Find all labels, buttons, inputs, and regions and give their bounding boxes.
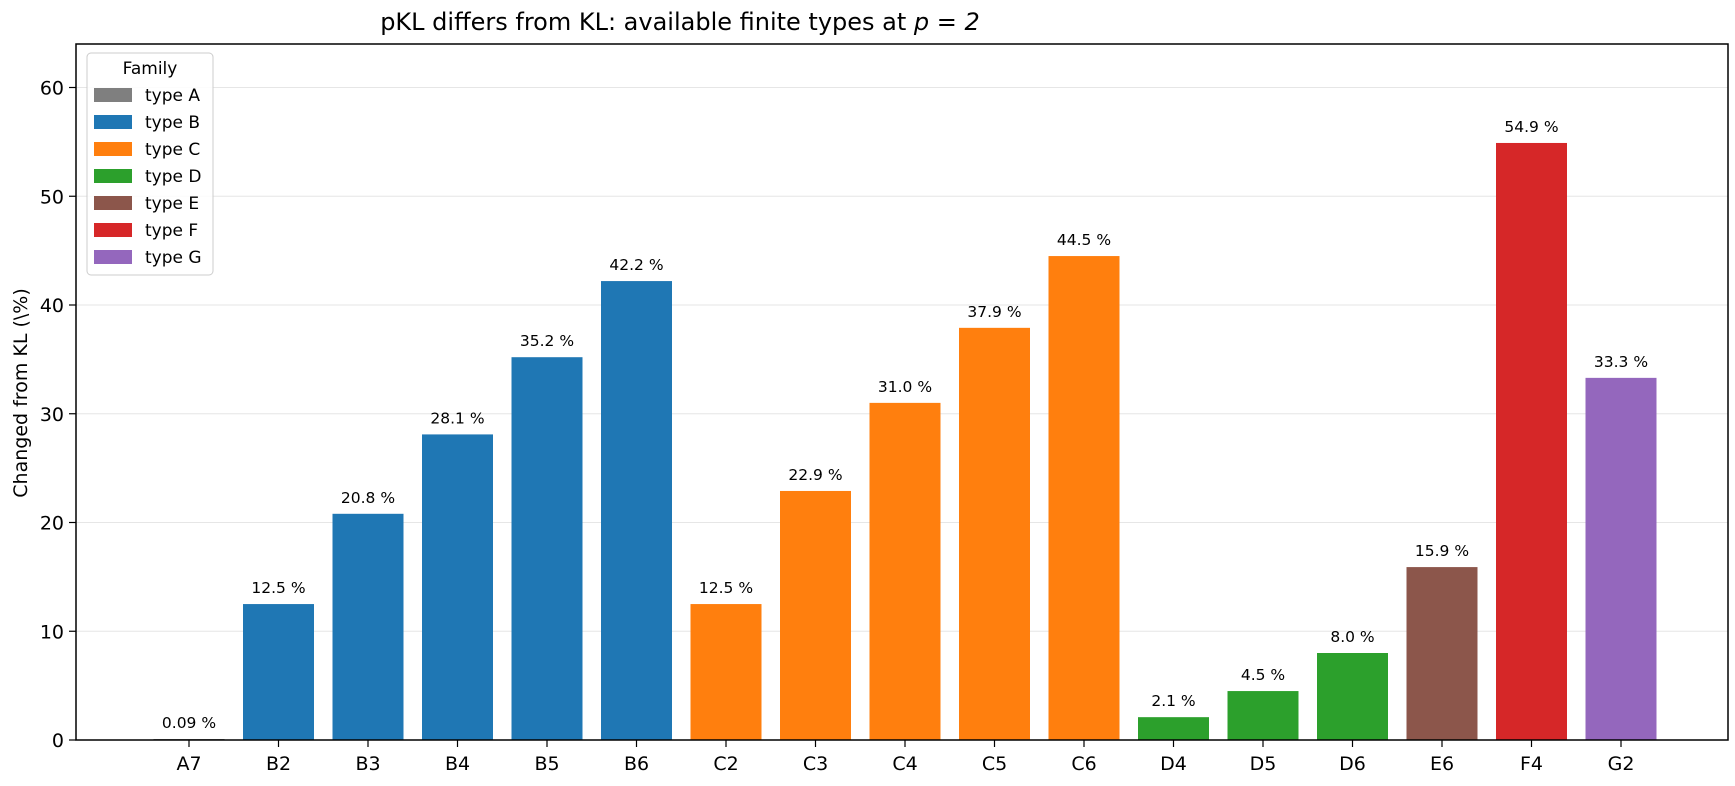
y-tick-label: 60: [40, 78, 64, 100]
y-tick-label: 40: [40, 295, 64, 317]
legend-swatch: [94, 250, 132, 264]
x-tick-label: C3: [803, 753, 828, 775]
data-label: 8.0 %: [1330, 628, 1374, 646]
data-label: 22.9 %: [788, 466, 842, 484]
chart-title-math: p = 2: [913, 8, 980, 36]
legend-label: type F: [145, 221, 198, 241]
data-label: 0.09 %: [162, 714, 216, 732]
y-tick-label: 50: [40, 186, 64, 208]
x-tick-label: G2: [1608, 753, 1635, 775]
y-tick-label: 0: [52, 730, 64, 752]
legend-swatch: [94, 169, 132, 183]
x-tick-label: C4: [892, 753, 917, 775]
bar-b6: [601, 281, 672, 740]
bar-d6: [1317, 653, 1388, 740]
data-label: 31.0 %: [878, 378, 932, 396]
legend-swatch: [94, 196, 132, 210]
legend-swatch: [94, 223, 132, 237]
x-tick-label: C5: [982, 753, 1007, 775]
bars: [153, 142, 1657, 740]
bar-c3: [780, 490, 851, 740]
axes: 0 10 20 30 40 50 60 A7 B2 B3 B4 B5 B6 C2 C3 C4 C5 C6 D4 D5 D…: [40, 43, 1729, 775]
data-label: 35.2 %: [520, 332, 574, 350]
bar-f4: [1496, 142, 1567, 740]
bar-d4: [1138, 717, 1209, 740]
data-labels: 0.09 % 12.5 % 20.8 % 28.1 % 35.2 % 42.2 % 12.5…: [162, 118, 1648, 732]
data-label: 44.5 %: [1057, 231, 1111, 249]
y-tick-label: 20: [40, 513, 64, 535]
data-label: 28.1 %: [430, 409, 484, 427]
bar-c2: [690, 604, 762, 740]
x-tick-label: B5: [534, 753, 559, 775]
chart-title-text: pKL differs from KL: available finite ty…: [380, 8, 914, 36]
data-label: 37.9 %: [967, 303, 1021, 321]
data-label: 54.9 %: [1504, 118, 1558, 136]
legend-label: type A: [145, 86, 200, 106]
legend-box: [86, 52, 214, 276]
x-tick-label: A7: [176, 753, 201, 775]
legend-label: type B: [145, 113, 200, 133]
data-label: 4.5 %: [1241, 666, 1285, 684]
legend-label: type G: [145, 248, 202, 268]
legend-swatch: [94, 115, 132, 129]
plot-frame: [75, 43, 1729, 741]
legend-swatch: [94, 142, 132, 156]
bar-c4: [869, 402, 941, 740]
x-tick-label: D4: [1160, 753, 1187, 775]
data-label: 12.5 %: [699, 579, 753, 597]
data-label: 42.2 %: [609, 256, 663, 274]
x-tick-label: B2: [266, 753, 291, 775]
y-tick-label: 30: [40, 404, 64, 426]
x-tick-label: F4: [1520, 753, 1543, 775]
x-tick-label: C6: [1071, 753, 1096, 775]
legend-title: Family: [123, 59, 178, 79]
y-tick-label: 10: [40, 621, 64, 643]
bar-c6: [1048, 256, 1120, 740]
y-axis-label: Changed from KL (\%): [10, 288, 32, 497]
legend-label: type D: [145, 167, 201, 187]
bar-b3: [332, 513, 404, 740]
bar-b4: [422, 434, 493, 740]
x-tick-label: B6: [624, 753, 649, 775]
bar-c5: [959, 327, 1030, 740]
x-tick-label: D6: [1339, 753, 1366, 775]
data-label: 33.3 %: [1594, 353, 1648, 371]
legend-label: type E: [145, 194, 199, 214]
bar-b2: [243, 604, 314, 740]
x-tick-label: E6: [1430, 753, 1454, 775]
x-tick-label: D5: [1250, 753, 1277, 775]
data-label: 2.1 %: [1151, 692, 1195, 710]
legend: Family type A type B type C type D type E type…: [86, 52, 214, 276]
data-label: 15.9 %: [1415, 542, 1469, 560]
data-label: 12.5 %: [251, 579, 305, 597]
x-tick-label: C2: [713, 753, 738, 775]
bar-b5: [511, 357, 583, 740]
chart-title: pKL differs from KL: available finite ty…: [380, 8, 980, 36]
bar-d5: [1227, 691, 1299, 740]
bar-g2: [1585, 377, 1657, 740]
bar-e6: [1406, 567, 1478, 740]
x-tick-label: B3: [355, 753, 380, 775]
legend-swatch: [94, 88, 132, 102]
legend-label: type C: [145, 140, 200, 160]
data-label: 20.8 %: [341, 489, 395, 507]
x-tick-label: B4: [445, 753, 470, 775]
